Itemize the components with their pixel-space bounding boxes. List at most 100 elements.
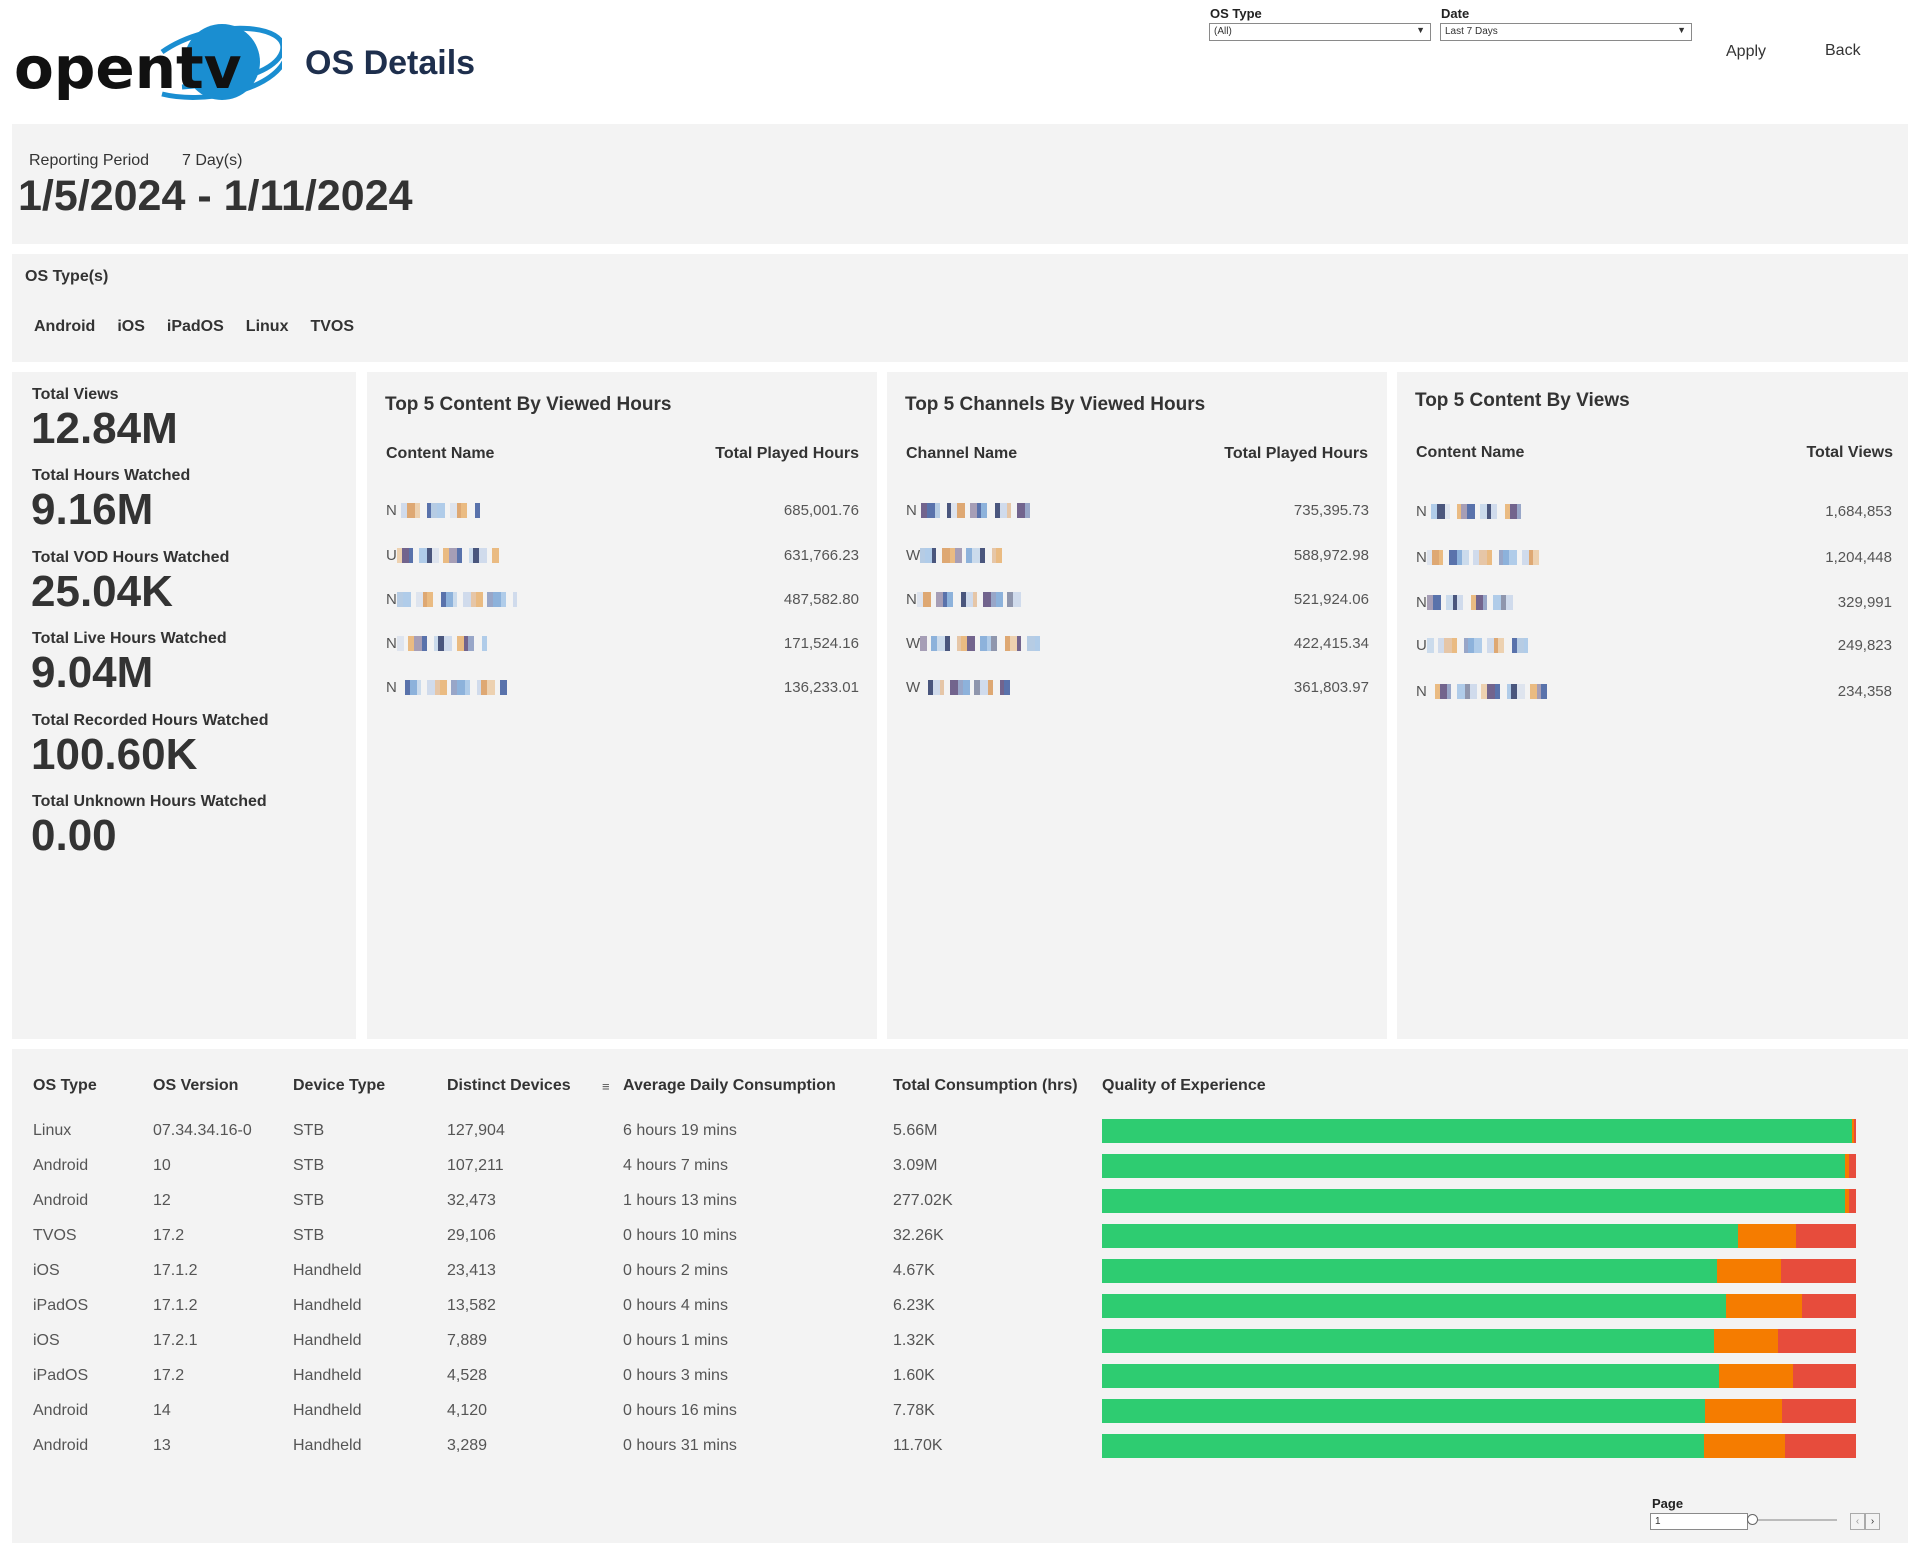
- th-average-daily-consumption[interactable]: Average Daily Consumption: [623, 1077, 836, 1094]
- cell-total: 1.32K: [893, 1332, 935, 1349]
- qoe-poor-segment[interactable]: [1795, 1224, 1856, 1248]
- qoe-bar[interactable]: [1102, 1119, 1856, 1143]
- cell-total: 4.67K: [893, 1262, 935, 1279]
- cell-ver: 10: [153, 1157, 171, 1174]
- cell-avg: 6 hours 19 mins: [623, 1122, 737, 1139]
- qoe-fair-segment[interactable]: [1718, 1364, 1793, 1388]
- redacted-text: [1427, 684, 1547, 699]
- qoe-good-segment[interactable]: [1102, 1224, 1738, 1248]
- name-prefix: N: [1416, 594, 1427, 611]
- value-cell: 487,582.80: [783, 591, 859, 608]
- qoe-fair-segment[interactable]: [1844, 1154, 1850, 1178]
- qoe-fair-segment[interactable]: [1852, 1119, 1855, 1143]
- chevron-left-icon[interactable]: ‹: [1850, 1513, 1865, 1530]
- qoe-poor-segment[interactable]: [1782, 1399, 1856, 1423]
- qoe-poor-segment[interactable]: [1802, 1294, 1856, 1318]
- qoe-good-segment[interactable]: [1102, 1259, 1717, 1283]
- pager-slider-handle[interactable]: [1747, 1514, 1758, 1525]
- cell-total: 3.09M: [893, 1157, 938, 1174]
- qoe-fair-segment[interactable]: [1725, 1294, 1803, 1318]
- top5-content-views-card: Top 5 Content By Views Content Name Tota…: [1397, 372, 1908, 1039]
- qoe-fair-segment[interactable]: [1737, 1224, 1796, 1248]
- qoe-fair-segment[interactable]: [1716, 1259, 1781, 1283]
- qoe-poor-segment[interactable]: [1780, 1259, 1856, 1283]
- chevron-right-icon[interactable]: ›: [1865, 1513, 1880, 1530]
- value-cell: 361,803.97: [1293, 679, 1369, 696]
- pager-slider-track[interactable]: [1749, 1519, 1837, 1521]
- qoe-poor-segment[interactable]: [1854, 1119, 1856, 1143]
- reporting-days: 7 Day(s): [182, 152, 243, 169]
- name-prefix: W: [906, 679, 921, 696]
- cell-os: TVOS: [33, 1227, 77, 1244]
- qoe-good-segment[interactable]: [1102, 1434, 1705, 1458]
- name-cell: U: [386, 547, 499, 564]
- qoe-fair-segment[interactable]: [1705, 1399, 1783, 1423]
- qoe-poor-segment[interactable]: [1849, 1154, 1856, 1178]
- qoe-poor-segment[interactable]: [1792, 1364, 1856, 1388]
- qoe-bar[interactable]: [1102, 1329, 1856, 1353]
- date-select[interactable]: Last 7 Days ▼: [1440, 23, 1692, 41]
- value-cell: 234,358: [1837, 683, 1892, 700]
- sort-icon[interactable]: ≡: [602, 1079, 610, 1094]
- cell-distinct: 23,413: [447, 1262, 496, 1279]
- date-select-value: Last 7 Days: [1445, 26, 1498, 37]
- qoe-poor-segment[interactable]: [1849, 1189, 1856, 1213]
- cell-ver: 17.1.2: [153, 1262, 198, 1279]
- qoe-good-segment[interactable]: [1102, 1119, 1853, 1143]
- kpi-label-unknown-hours: Total Unknown Hours Watched: [32, 793, 267, 810]
- qoe-good-segment[interactable]: [1102, 1189, 1845, 1213]
- name-prefix: U: [1416, 637, 1427, 654]
- qoe-fair-segment[interactable]: [1704, 1434, 1786, 1458]
- qoe-good-segment[interactable]: [1102, 1294, 1726, 1318]
- qoe-bar[interactable]: [1102, 1224, 1856, 1248]
- redacted-text: [920, 680, 1011, 695]
- cell-avg: 0 hours 31 mins: [623, 1437, 737, 1454]
- qoe-good-segment[interactable]: [1102, 1329, 1715, 1353]
- kpi-panel: Total Views 12.84M Total Hours Watched 9…: [12, 372, 356, 1039]
- value-cell: 329,991: [1837, 594, 1892, 611]
- qoe-poor-segment[interactable]: [1778, 1329, 1856, 1353]
- qoe-bar[interactable]: [1102, 1434, 1856, 1458]
- kpi-label-vod-hours: Total VOD Hours Watched: [32, 549, 230, 566]
- pager-input[interactable]: 1: [1650, 1513, 1748, 1530]
- back-button[interactable]: Back: [1825, 42, 1861, 59]
- os-tag-ios: iOS: [117, 318, 145, 335]
- redacted-text: [917, 503, 1030, 518]
- chevron-down-icon: ▼: [1677, 25, 1686, 35]
- os-type-select-value: (All): [1214, 26, 1232, 37]
- os-type-select[interactable]: (All) ▼: [1209, 23, 1431, 41]
- qoe-good-segment[interactable]: [1102, 1154, 1845, 1178]
- redacted-text: [396, 548, 499, 563]
- th-total-consumption[interactable]: Total Consumption (hrs): [893, 1077, 1078, 1094]
- name-cell: N: [906, 502, 1030, 519]
- cell-distinct: 32,473: [447, 1192, 496, 1209]
- redacted-text: [1426, 550, 1539, 565]
- qoe-fair-segment[interactable]: [1714, 1329, 1779, 1353]
- name-cell: N: [386, 591, 517, 608]
- col-channel-name: Channel Name: [906, 445, 1018, 462]
- cell-dev: STB: [293, 1192, 325, 1209]
- qoe-bar[interactable]: [1102, 1399, 1856, 1423]
- qoe-bar[interactable]: [1102, 1154, 1856, 1178]
- cell-ver: 17.2: [153, 1367, 185, 1384]
- qoe-fair-segment[interactable]: [1844, 1189, 1850, 1213]
- value-cell: 735,395.73: [1293, 502, 1369, 519]
- os-types-list: Android iOS iPadOS Linux TVOS: [34, 318, 376, 336]
- qoe-bar[interactable]: [1102, 1294, 1856, 1318]
- qoe-poor-segment[interactable]: [1785, 1434, 1856, 1458]
- qoe-bar[interactable]: [1102, 1259, 1856, 1283]
- value-cell: 1,684,853: [1825, 503, 1892, 520]
- qoe-bar[interactable]: [1102, 1364, 1856, 1388]
- cell-avg: 0 hours 1 mins: [623, 1332, 728, 1349]
- th-os-version[interactable]: OS Version: [153, 1077, 239, 1094]
- name-cell: W: [906, 635, 1041, 652]
- th-quality-of-experience[interactable]: Quality of Experience: [1102, 1077, 1266, 1094]
- qoe-bar[interactable]: [1102, 1189, 1856, 1213]
- th-device-type[interactable]: Device Type: [293, 1077, 386, 1094]
- os-tag-ipados: iPadOS: [166, 318, 224, 335]
- qoe-good-segment[interactable]: [1102, 1364, 1719, 1388]
- th-os-type[interactable]: OS Type: [33, 1077, 97, 1094]
- th-distinct-devices[interactable]: Distinct Devices: [447, 1077, 571, 1094]
- apply-button[interactable]: Apply: [1726, 43, 1767, 60]
- qoe-good-segment[interactable]: [1102, 1399, 1706, 1423]
